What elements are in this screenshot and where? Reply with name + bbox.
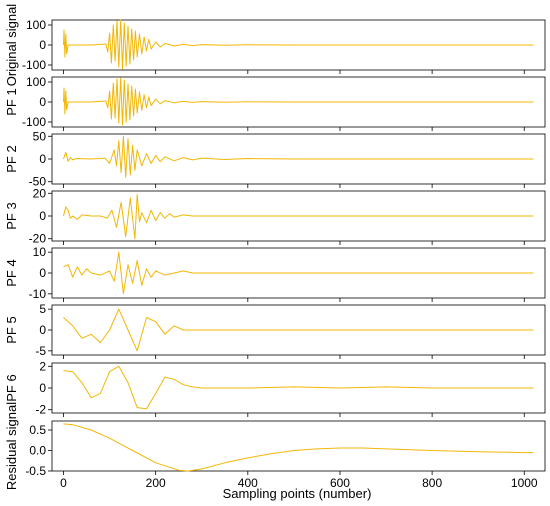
y-axis-label: Original signal	[4, 4, 19, 86]
y-tick-label: 0	[39, 323, 46, 337]
y-tick-label: 0	[39, 381, 46, 395]
y-axis-label: PF 1	[4, 88, 19, 115]
y-tick-label: -20	[29, 232, 47, 246]
x-tick-label: 200	[146, 476, 166, 490]
y-tick-label: -50	[29, 175, 47, 189]
y-tick-label: 5	[39, 302, 46, 316]
y-tick-label: 10	[33, 245, 47, 259]
panel-7: 2 0 -2 PF 6	[4, 359, 546, 417]
y-tick-label: 20	[33, 186, 47, 200]
y-tick-label: 100	[26, 75, 46, 89]
y-tick-label: -0.5	[25, 464, 46, 478]
y-tick-label: -2	[35, 403, 46, 417]
y-tick-label: 100	[26, 18, 46, 32]
series-line	[63, 19, 534, 70]
y-axis-label: PF 6	[4, 374, 19, 401]
panel-frame	[51, 420, 546, 472]
y-axis-label: PF 5	[4, 316, 19, 343]
panel-4: 20 0 -20 PF 3	[4, 186, 546, 246]
y-tick-label: 0	[39, 38, 46, 52]
y-axis-label: PF 2	[4, 145, 19, 172]
series-line	[63, 251, 534, 295]
series-line	[63, 365, 534, 410]
y-tick-label: -100	[22, 58, 46, 72]
panel-3: 50 0 -50 PF 2	[4, 129, 546, 189]
y-tick-label: 0	[39, 209, 46, 223]
x-tick-label: 1000	[511, 476, 538, 490]
y-tick-label: 0.0	[29, 444, 46, 458]
x-tick-label: 0	[60, 476, 67, 490]
series-line	[63, 193, 534, 240]
y-tick-label: 0	[39, 266, 46, 280]
panel-8: 0.5 0.0 -0.5 Residual signal 0 200 400 600 800 10…	[4, 402, 546, 490]
y-axis-label: Residual signal	[4, 402, 19, 490]
y-tick-label: -10	[29, 287, 47, 301]
series-line	[63, 308, 534, 352]
y-tick-label: 0	[39, 95, 46, 109]
series-line	[63, 135, 534, 178]
panel-6: 5 0 -5 PF 5	[4, 302, 546, 359]
y-tick-label: 0.5	[29, 423, 46, 437]
y-tick-label: 0	[39, 152, 46, 166]
series-line	[63, 77, 534, 126]
x-axis-label: Sampling points (number)	[223, 486, 372, 501]
x-tick-label: 400	[238, 476, 258, 490]
x-tick-label: 800	[422, 476, 442, 490]
y-axis-label: PF 3	[4, 202, 19, 229]
y-tick-label: -5	[35, 344, 46, 358]
panel-5: 10 0 -10 PF 4	[4, 245, 546, 302]
y-tick-label: 2	[39, 359, 46, 373]
x-tick-label: 600	[330, 476, 350, 490]
series-line	[63, 423, 534, 472]
y-tick-label: -100	[22, 115, 46, 129]
y-tick-label: 50	[33, 129, 47, 143]
y-axis-label: PF 4	[4, 259, 19, 286]
